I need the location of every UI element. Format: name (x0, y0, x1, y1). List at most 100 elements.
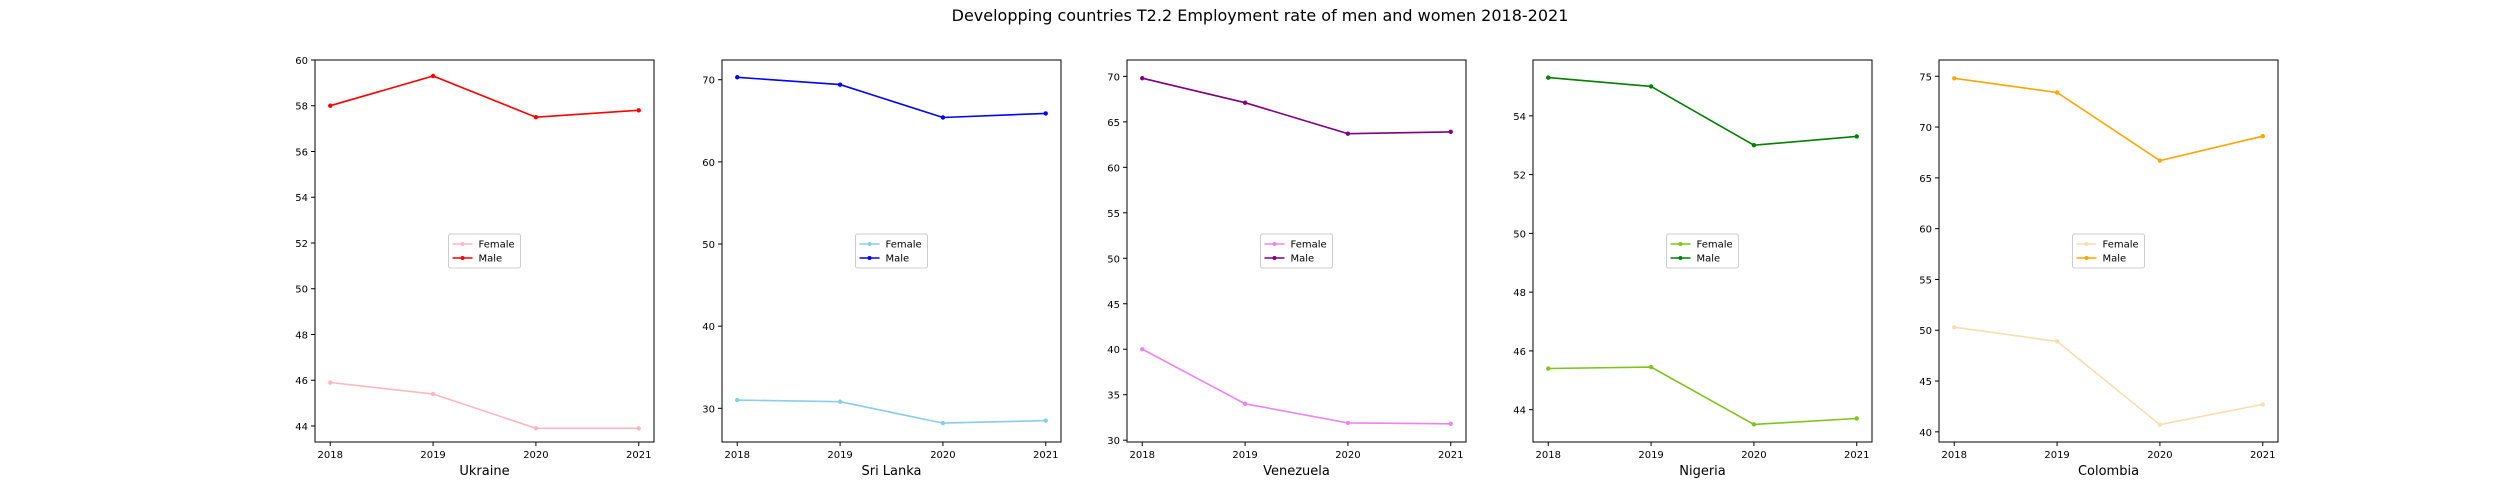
data-point-female (1648, 364, 1654, 370)
legend-label: Male (886, 254, 910, 265)
data-point-female (1751, 422, 1757, 427)
x-tick-label: 2018 (725, 450, 750, 461)
data-point-male (1854, 134, 1859, 139)
y-tick-label: 30 (1107, 436, 1120, 447)
plot-frame (1126, 59, 1467, 443)
legend-label: Male (479, 254, 503, 265)
y-tick-label: 65 (1919, 174, 1932, 185)
x-tick-label: 2020 (1335, 450, 1360, 461)
series-line-female (1954, 326, 2263, 426)
data-point-male (636, 108, 641, 113)
y-tick-label: 50 (1919, 326, 1932, 337)
data-point-female (2054, 339, 2060, 344)
data-point-female (1043, 418, 1048, 423)
x-tick-label: 2018 (1130, 450, 1155, 461)
legend-box (448, 233, 521, 269)
legend-marker (1678, 242, 1683, 246)
series-line-male (330, 75, 639, 119)
data-point-male (1648, 84, 1654, 89)
y-tick-label: 40 (702, 322, 715, 333)
data-point-female (837, 399, 843, 404)
y-tick-label: 60 (1919, 225, 1932, 236)
legend-marker (460, 242, 465, 246)
y-tick-label: 65 (1107, 118, 1120, 129)
data-point-female (636, 426, 641, 431)
plot-frame (1938, 59, 2279, 443)
legend: Female Male (1666, 233, 1739, 269)
figure-title: Developping countries T2.2 Employment ra… (951, 6, 1569, 25)
y-tick-label: 40 (1919, 428, 1932, 439)
legend-marker (1272, 242, 1277, 246)
data-point-male (2260, 133, 2265, 139)
legend-marker (2084, 242, 2089, 246)
data-point-female (533, 426, 539, 431)
x-tick-label: 2019 (1638, 450, 1663, 461)
series-line-female (330, 381, 639, 430)
data-point-male (1751, 143, 1757, 148)
legend-marker (867, 256, 872, 260)
x-tick-label: 2018 (1536, 450, 1561, 461)
data-point-female (1448, 421, 1453, 427)
data-point-female (1345, 420, 1351, 426)
y-tick-label: 45 (1107, 300, 1120, 311)
chart-panel-2: 30 40 50 60 70 2018 2019 2020 2021 Sri Lanka Femal… (702, 59, 1062, 479)
chart-panel-4: 44 46 48 50 52 54 2018 2019 2020 2021 Nigeria Femal… (1513, 59, 1873, 479)
legend-label: Female (886, 240, 922, 251)
data-point-male (1242, 100, 1248, 105)
legend-marker (2084, 256, 2089, 260)
data-point-male (1952, 76, 1957, 81)
y-tick-label: 46 (295, 376, 308, 387)
legend-label: Female (2103, 240, 2139, 251)
legend-box (2072, 233, 2145, 269)
x-tick-label: 2020 (930, 450, 955, 461)
y-tick-label: 75 (1919, 72, 1932, 83)
x-tick-label: 2020 (1741, 450, 1766, 461)
x-tick-label: 2019 (420, 450, 445, 461)
y-tick-label: 48 (1513, 288, 1526, 299)
legend: Female Male (855, 233, 928, 269)
data-point-male (1043, 111, 1048, 116)
x-tick-label: 2021 (1438, 450, 1463, 461)
x-axis-label: Sri Lanka (861, 464, 921, 479)
x-tick-label: 2018 (1942, 450, 1967, 461)
data-point-male (735, 75, 740, 80)
data-point-male (328, 103, 333, 108)
y-tick-label: 44 (1513, 406, 1526, 417)
legend-marker (1272, 256, 1277, 260)
y-tick-label: 60 (702, 158, 715, 169)
legend-label: Female (479, 240, 515, 251)
y-tick-label: 52 (295, 239, 308, 250)
plot-frame (721, 59, 1062, 443)
x-axis-label: Venezuela (1263, 464, 1330, 479)
y-tick-label: 60 (295, 56, 308, 67)
data-point-female (940, 420, 946, 426)
series-line-male (1142, 77, 1451, 135)
legend-box (1666, 233, 1739, 269)
y-tick-label: 55 (1919, 275, 1932, 286)
x-tick-label: 2018 (318, 450, 343, 461)
legend-label: Male (2103, 254, 2127, 265)
x-tick-label: 2019 (827, 450, 852, 461)
series-line-male (737, 76, 1046, 119)
y-tick-label: 55 (1107, 209, 1120, 220)
chart-panel-5: 40 45 50 55 60 65 70 75 2018 2019 2020 2021 Colombia… (1919, 59, 2279, 479)
y-tick-label: 58 (295, 102, 308, 113)
x-tick-label: 2021 (2250, 450, 2275, 461)
data-point-male (837, 82, 843, 87)
y-tick-label: 45 (1919, 377, 1932, 388)
legend-marker (460, 256, 465, 260)
data-point-female (735, 397, 740, 403)
x-tick-label: 2019 (1232, 450, 1257, 461)
y-tick-label: 60 (1107, 163, 1120, 174)
y-tick-label: 50 (295, 285, 308, 296)
legend-label: Female (1697, 240, 1733, 251)
legend-label: Male (1697, 254, 1721, 265)
data-point-male (2157, 158, 2163, 163)
legend-label: Female (1291, 240, 1327, 251)
legend-marker (867, 242, 872, 246)
y-tick-label: 50 (702, 240, 715, 251)
x-tick-label: 2021 (626, 450, 651, 461)
y-tick-label: 54 (1513, 112, 1526, 123)
y-tick-label: 50 (1107, 254, 1120, 265)
